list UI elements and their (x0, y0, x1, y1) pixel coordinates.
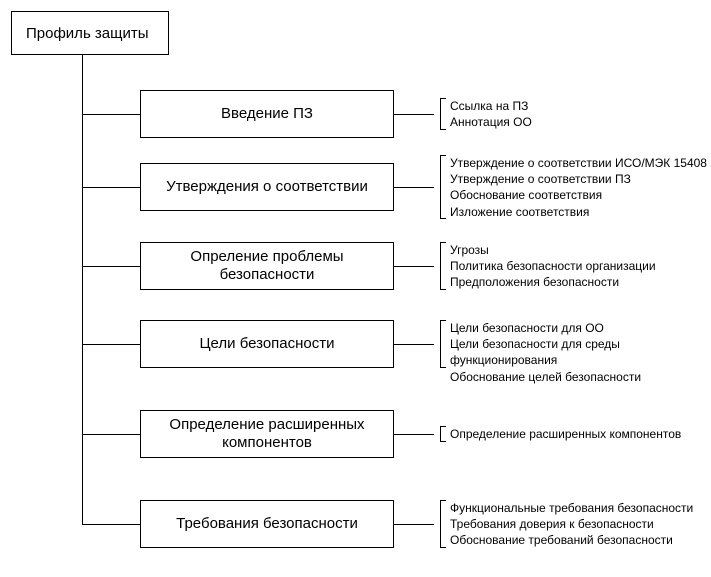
bracket-icon (440, 426, 446, 442)
detail-item: Цели безопасности для среды функциониров… (450, 336, 711, 368)
root-label: Профиль защиты (26, 25, 149, 42)
detail-item: Аннотация ОО (450, 114, 532, 130)
bracket-icon (440, 242, 446, 290)
section-node: Определение расширенных компонентов (140, 410, 394, 458)
branch-line (82, 114, 140, 115)
section-label: Утверждения о соответствии (166, 178, 368, 196)
section-label: Цели безопасности (199, 335, 334, 353)
bracket-icon (440, 98, 446, 130)
detail-item: Обоснование целей безопасности (450, 369, 711, 385)
detail-item: Функциональные требования безопасности (450, 500, 693, 516)
detail-group: Определение расширенных компонентов (440, 426, 681, 442)
detail-item: Ссылка на ПЗ (450, 98, 532, 114)
section-node: Цели безопасности (140, 320, 394, 368)
section-label: Определение расширенных компонентов (141, 416, 393, 452)
detail-items: Утверждение о соответствии ИСО/МЭК 15408… (440, 155, 707, 220)
detail-items: Определение расширенных компонентов (440, 426, 681, 442)
detail-items: Функциональные требования безопасностиТр… (440, 500, 693, 549)
section-node: Опреление проблемы безопасности (140, 242, 394, 290)
detail-item: Угрозы (450, 242, 656, 258)
detail-group: Цели безопасности для ООЦели безопасност… (440, 320, 711, 368)
connector-line (394, 344, 434, 345)
detail-group: Ссылка на ПЗАннотация ОО (440, 98, 532, 130)
connector-line (394, 187, 434, 188)
branch-line (82, 524, 140, 525)
connector-line (394, 524, 434, 525)
detail-group: Функциональные требования безопасностиТр… (440, 500, 693, 548)
connector-line (394, 434, 434, 435)
detail-item: Цели безопасности для ОО (450, 320, 711, 336)
root-node: Профиль защиты (11, 11, 169, 55)
detail-item: Требования доверия к безопасности (450, 516, 693, 532)
section-node: Утверждения о соответствии (140, 163, 394, 211)
detail-items: УгрозыПолитика безопасности организацииП… (440, 242, 656, 291)
bracket-icon (440, 155, 446, 219)
trunk-line (82, 55, 83, 525)
detail-item: Утверждение о соответствии ПЗ (450, 171, 707, 187)
detail-items: Ссылка на ПЗАннотация ОО (440, 98, 532, 130)
branch-line (82, 434, 140, 435)
branch-line (82, 266, 140, 267)
detail-item: Обоснование соответствия (450, 187, 707, 203)
detail-item: Утверждение о соответствии ИСО/МЭК 15408 (450, 155, 707, 171)
connector-line (394, 114, 434, 115)
detail-group: Утверждение о соответствии ИСО/МЭК 15408… (440, 155, 707, 219)
detail-item: Определение расширенных компонентов (450, 426, 681, 442)
section-label: Введение ПЗ (221, 105, 313, 123)
detail-item: Обоснование требований безопасности (450, 532, 693, 548)
section-node: Требования безопасности (140, 500, 394, 548)
detail-group: УгрозыПолитика безопасности организацииП… (440, 242, 656, 290)
detail-item: Политика безопасности организации (450, 258, 656, 274)
branch-line (82, 187, 140, 188)
branch-line (82, 344, 140, 345)
bracket-icon (440, 320, 446, 368)
section-label: Требования безопасности (176, 515, 358, 533)
connector-line (394, 266, 434, 267)
section-label: Опреление проблемы безопасности (141, 248, 393, 284)
detail-items: Цели безопасности для ООЦели безопасност… (440, 320, 711, 385)
section-node: Введение ПЗ (140, 90, 394, 138)
bracket-icon (440, 500, 446, 548)
detail-item: Предположения безопасности (450, 274, 656, 290)
detail-item: Изложение соответствия (450, 204, 707, 220)
